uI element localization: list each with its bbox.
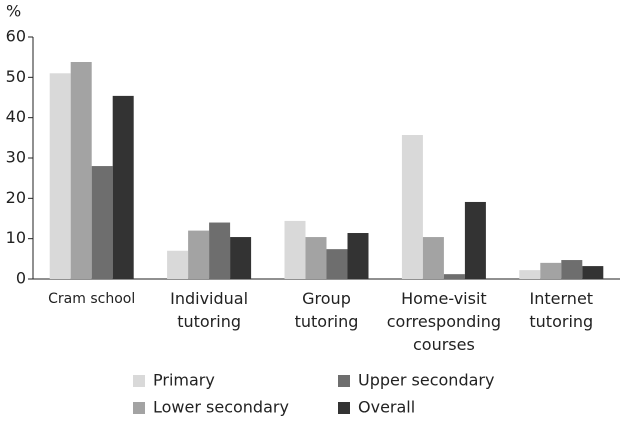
bar [112,95,134,280]
y-tick-label: 0 [16,269,26,288]
bar [284,220,306,279]
bar [422,237,444,279]
x-tick-label: Group tutoring [295,289,359,331]
bar [540,262,562,279]
legend-swatch [338,375,350,387]
y-axis-label: % [6,2,21,21]
bar [305,237,327,279]
legend-label: Upper secondary [358,371,494,390]
bar [91,166,113,279]
bar [230,237,252,279]
legend-swatch [133,375,145,387]
x-tick-label: Individual tutoring [170,289,248,331]
y-tick-label: 10 [6,228,26,247]
y-tick-label: 50 [6,67,26,86]
x-tick-label: Internet tutoring [529,289,593,331]
legend-label: Overall [358,398,415,417]
x-tick-label: Home-visit corresponding courses [387,289,501,354]
y-tick-label: 40 [6,107,26,126]
bar [326,249,348,279]
legend-swatch [133,402,145,414]
bar [582,266,604,279]
x-tick-label: Cram school [48,291,135,307]
bar [188,230,210,279]
bar [519,270,541,279]
bar [209,222,231,279]
legend-label: Lower secondary [153,398,289,417]
bar [561,260,583,279]
bar [443,274,465,279]
y-tick-label: 60 [6,27,26,46]
y-tick-label: 20 [6,188,26,207]
bar [70,62,92,279]
legend-swatch [338,402,350,414]
bar [167,250,189,279]
bar [347,233,369,279]
bar [49,73,71,279]
bar [401,135,423,279]
bar [464,201,486,279]
y-tick-label: 30 [6,148,26,167]
legend-label: Primary [153,371,215,390]
